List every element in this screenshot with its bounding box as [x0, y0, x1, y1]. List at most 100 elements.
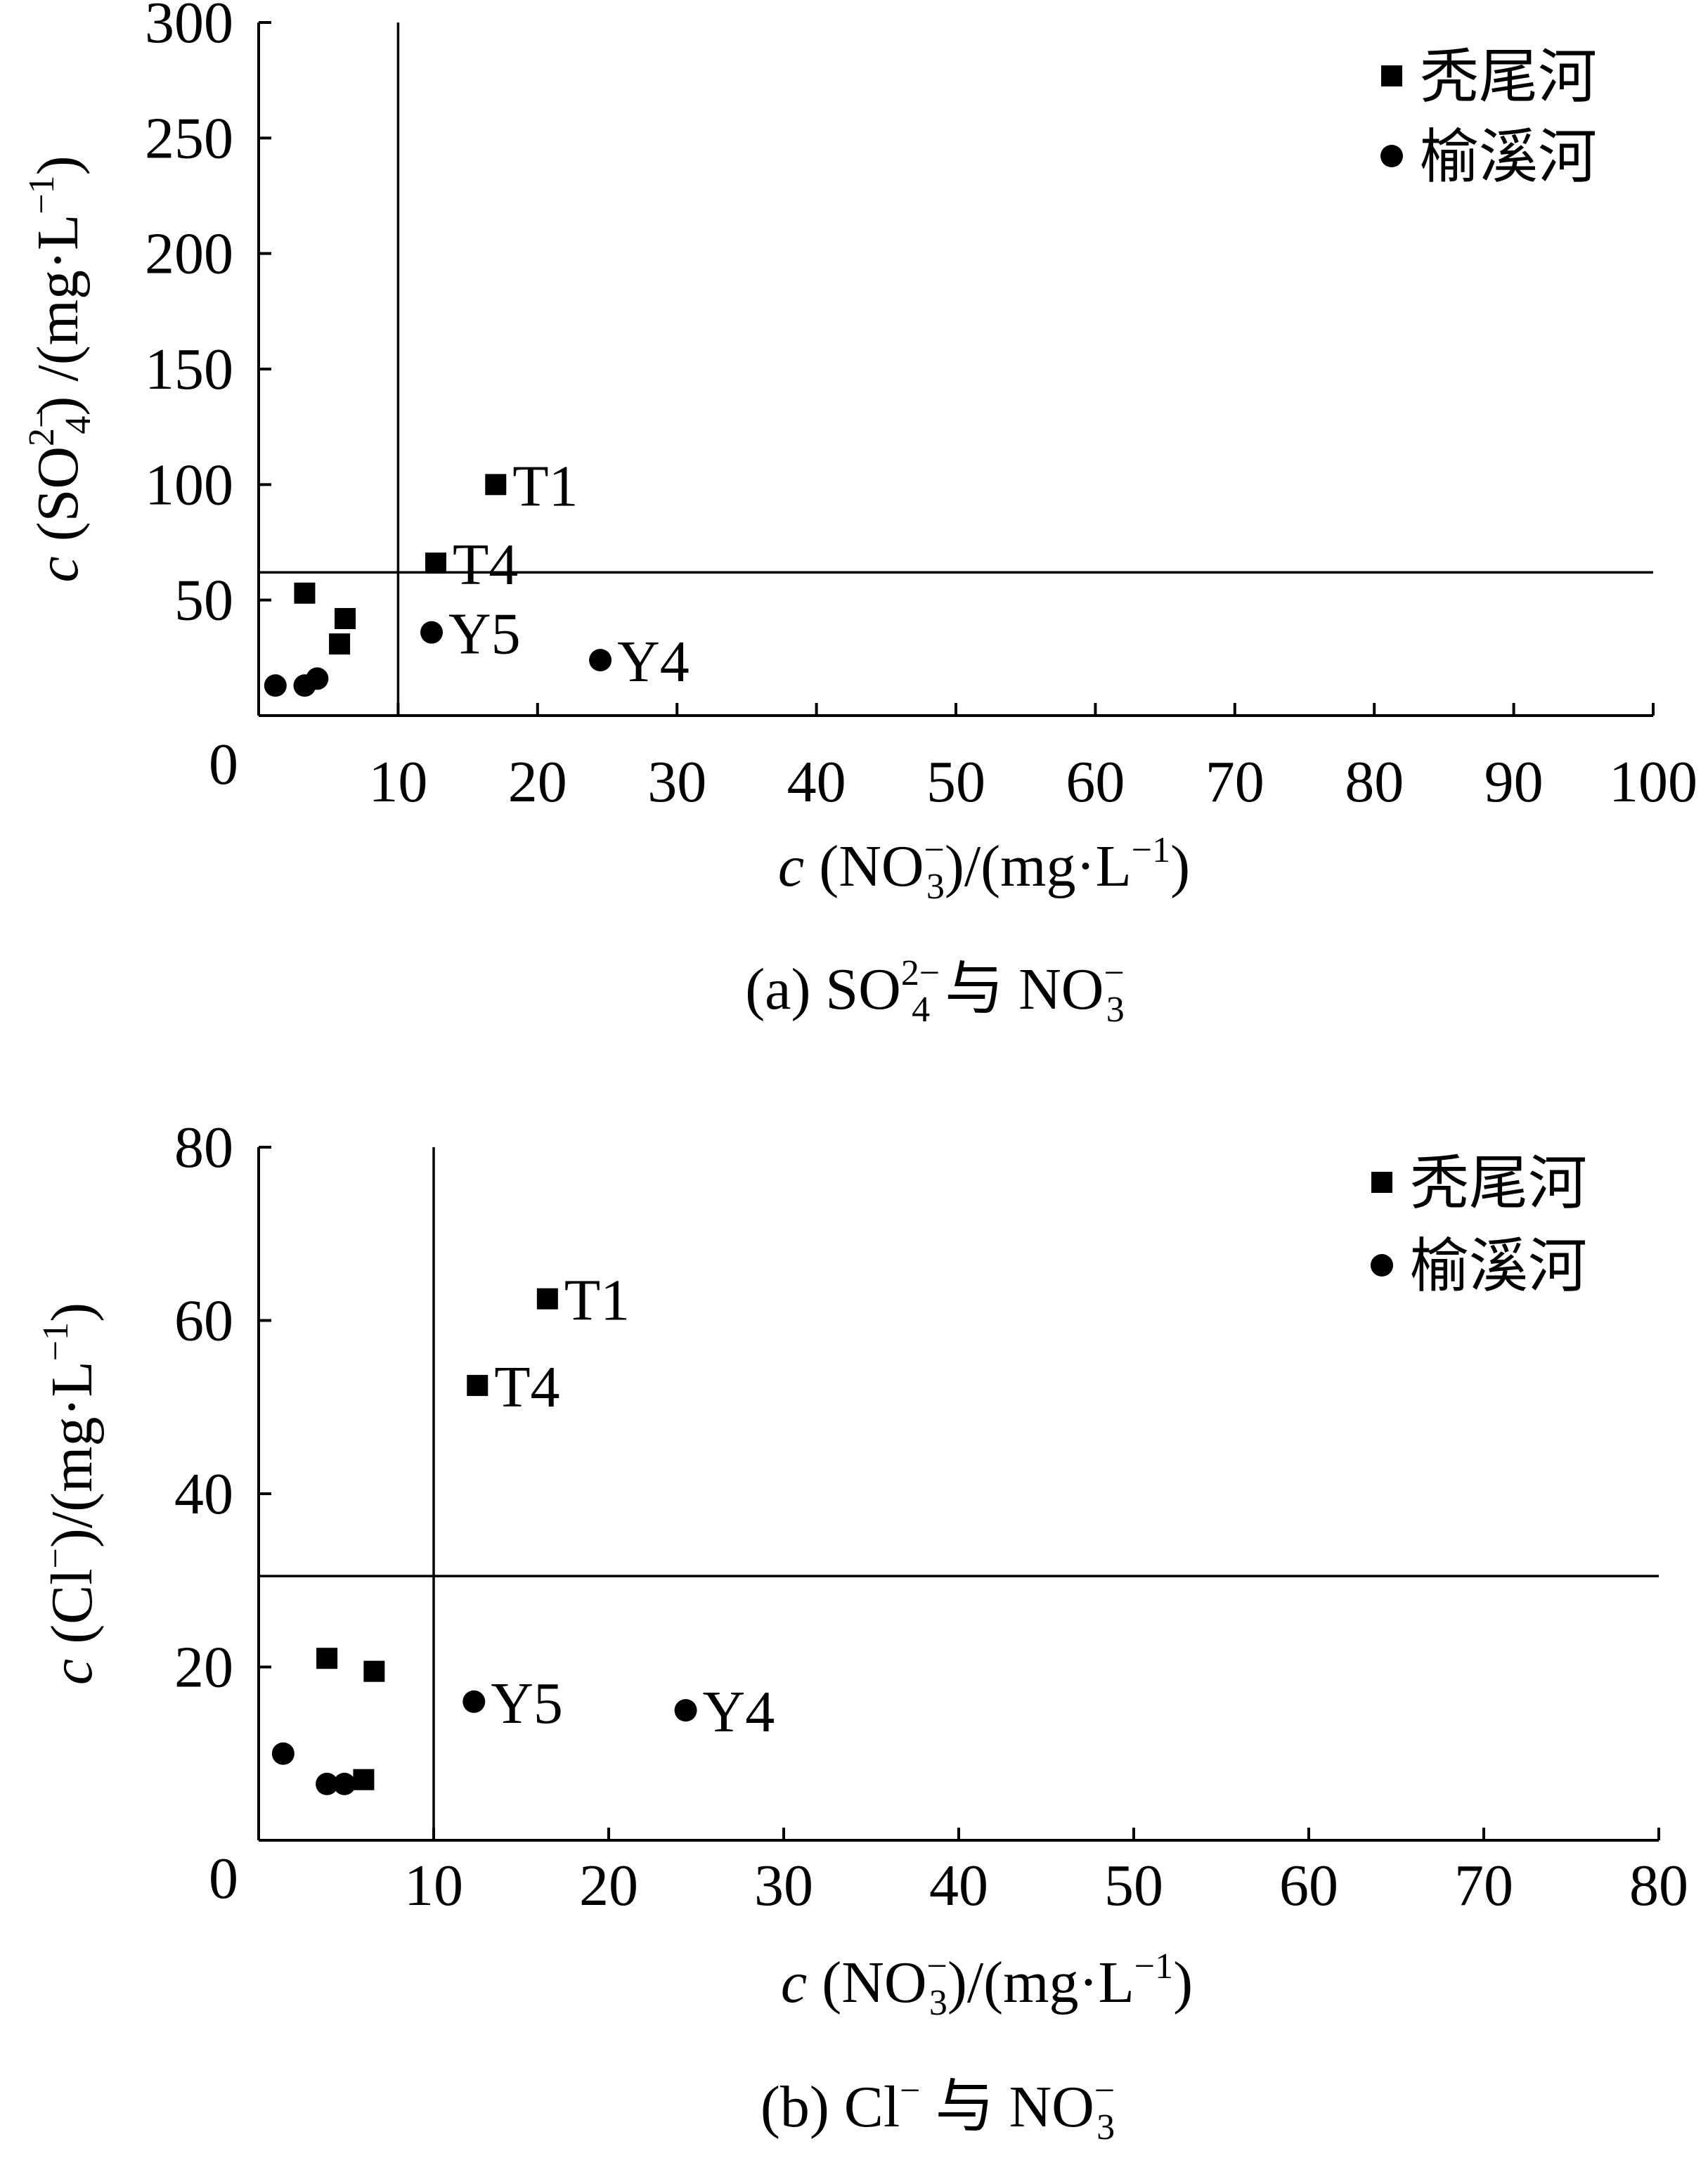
data-point-square	[294, 582, 316, 604]
axis-sup: −1	[1132, 830, 1170, 870]
data-point-square	[329, 633, 351, 655]
axis-sup: −1	[22, 175, 62, 214]
x-axis-title: c (NO− 3)/(mg·L−1)	[781, 1946, 1193, 2023]
y-tick-label: 80	[174, 1115, 233, 1180]
y-tick-label: 100	[145, 452, 233, 517]
caption-sup: −	[1104, 953, 1124, 993]
caption-sub: 3	[1096, 2107, 1115, 2147]
data-point-square	[425, 553, 446, 574]
data-point-square	[536, 1288, 558, 1310]
axis-text: )	[25, 155, 91, 175]
point-label: Y4	[703, 1679, 775, 1745]
axis-var: c	[39, 1659, 105, 1685]
y-tick-label: 50	[174, 568, 233, 633]
legend-marker-square	[1371, 1172, 1392, 1193]
caption-sup: −	[900, 2071, 920, 2111]
caption-sup: 2−	[901, 953, 940, 993]
x-tick-label: 60	[1066, 749, 1125, 815]
axis-sub: 3	[929, 1983, 947, 2023]
axis-var: c	[25, 556, 91, 582]
data-point-square	[363, 1660, 385, 1682]
data-point-circle	[674, 1699, 697, 1722]
point-label: T4	[453, 532, 518, 597]
data-point-square	[335, 607, 356, 629]
x-tick-label: 10	[404, 1853, 463, 1918]
x-tick-label: 40	[929, 1853, 988, 1918]
x-tick-label: 80	[1629, 1853, 1688, 1918]
data-point-square	[316, 1648, 338, 1669]
axis-sup: −	[36, 1548, 76, 1568]
x-tick-label: 20	[579, 1853, 638, 1918]
data-point-circle	[306, 667, 329, 690]
caption-text: (b) Cl	[761, 2074, 900, 2140]
axis-sup: −1	[36, 1322, 76, 1361]
caption-sub: 4	[912, 990, 930, 1030]
axis-text: )/(mg·L	[947, 1950, 1134, 2015]
data-point-square	[485, 474, 507, 496]
axis-sub: 4	[58, 416, 98, 434]
data-point-circle	[420, 621, 444, 644]
x-tick-label: 40	[787, 749, 846, 815]
panel-caption: (a) SO2− 4 与 NO− 3	[745, 953, 1125, 1030]
origin-label: 0	[209, 1846, 238, 1911]
axis-text: )	[1173, 1950, 1193, 2015]
caption-text: 与 NO	[930, 957, 1104, 1022]
legend-marker-circle	[1380, 145, 1403, 167]
axis-text: )	[1170, 834, 1190, 899]
data-point-circle	[271, 1742, 295, 1765]
legend-marker-circle	[1371, 1254, 1393, 1277]
point-label: Y5	[448, 602, 521, 667]
x-tick-label: 30	[647, 749, 706, 815]
data-point-square	[467, 1374, 489, 1396]
x-tick-label: 50	[926, 749, 985, 815]
y-tick-label: 20	[174, 1635, 233, 1700]
y-tick-label: 40	[174, 1461, 233, 1527]
caption-sub: 3	[1106, 990, 1125, 1030]
legend-marker-square	[1381, 65, 1402, 86]
axis-text: (SO	[25, 446, 91, 556]
axis-var: c	[778, 834, 804, 899]
axis-sub: 3	[926, 867, 945, 907]
x-tick-label: 80	[1345, 749, 1404, 815]
y-tick-label: 200	[145, 221, 233, 287]
y-tick-label: 250	[145, 105, 233, 171]
axis-text: )/(mg·L	[39, 1361, 105, 1548]
chart-panel-a: 50 100 150 200 250 300 10 20 30 40 50 60 70 80 90 100 0 T…	[22, 0, 1697, 1030]
point-label: T4	[494, 1355, 559, 1420]
panel-caption: (b) Cl− 与 NO− 3	[761, 2071, 1115, 2147]
x-tick-label: 20	[508, 749, 567, 815]
axis-sup: 2−	[22, 408, 62, 446]
data-point-circle	[333, 1772, 356, 1795]
x-tick-label: 100	[1609, 749, 1697, 815]
caption-text: (a) SO	[745, 957, 901, 1022]
axis-text: )	[39, 1303, 105, 1322]
y-tick-label: 150	[145, 337, 233, 402]
x-tick-label: 60	[1279, 1853, 1338, 1918]
legend-label: 榆溪河	[1410, 1234, 1587, 1300]
caption-text: 与 NO	[920, 2074, 1094, 2140]
data-point-circle	[316, 1772, 339, 1795]
x-tick-label: 30	[754, 1853, 813, 1918]
y-tick-label: 60	[174, 1288, 233, 1354]
data-point-square	[353, 1769, 375, 1790]
y-tick-label: 300	[145, 0, 233, 56]
caption-sup: −	[1094, 2071, 1115, 2111]
legend-label: 榆溪河	[1420, 125, 1597, 190]
origin-label: 0	[209, 732, 238, 797]
y-axis-title: c (Cl−)/(mg·L−1)	[36, 1303, 105, 1685]
x-tick-label: 70	[1454, 1853, 1513, 1918]
axis-var: c	[781, 1950, 807, 2015]
axis-sup: −1	[1134, 1946, 1173, 1986]
axis-text: (NO	[807, 1950, 926, 2015]
legend-label: 秃尾河	[1420, 45, 1597, 110]
axis-text: (Cl	[39, 1568, 105, 1658]
axis-text: (NO	[804, 834, 924, 899]
data-point-circle	[264, 674, 287, 697]
data-point-circle	[462, 1690, 486, 1713]
point-label: Y5	[491, 1671, 563, 1736]
axis-sup: −	[927, 1946, 947, 1986]
